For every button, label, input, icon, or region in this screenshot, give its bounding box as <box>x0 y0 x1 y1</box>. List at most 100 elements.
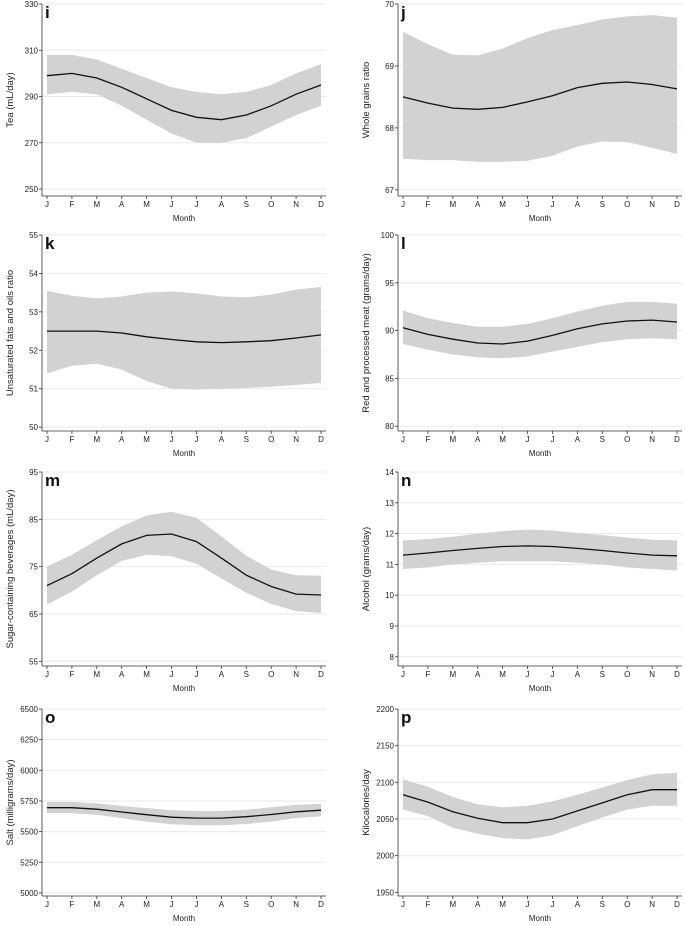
confidence-band <box>403 772 677 840</box>
y-tick-label: 250 <box>25 185 39 194</box>
y-tick-label: 69 <box>385 62 394 71</box>
panel-letter: i <box>45 3 50 22</box>
x-tick-label: A <box>219 435 225 444</box>
x-tick-label: J <box>170 670 174 679</box>
y-tick-label: 8 <box>390 653 395 662</box>
y-tick-label: 330 <box>25 0 39 9</box>
y-axis-title: Alcohol (grams/day) <box>361 527 372 611</box>
x-tick-label: O <box>268 900 274 909</box>
x-tick-label: F <box>425 435 430 444</box>
y-tick-label: 6500 <box>20 705 38 714</box>
confidence-band <box>47 801 321 826</box>
x-tick-label: J <box>45 670 49 679</box>
x-tick-label: J <box>194 435 198 444</box>
x-tick-label: F <box>69 435 74 444</box>
x-tick-label: O <box>624 900 630 909</box>
x-tick-label: M <box>143 435 150 444</box>
y-axis-title: Kilocalories/day <box>361 769 372 836</box>
y-tick-label: 65 <box>29 610 38 619</box>
x-tick-label: S <box>244 200 249 209</box>
x-tick-label: N <box>649 670 655 679</box>
x-tick-label: J <box>170 900 174 909</box>
y-axis-title: Unsaturated fats and oils ratio <box>5 270 16 396</box>
series-line <box>46 72 322 121</box>
y-tick-label: 2050 <box>376 815 394 824</box>
x-tick-label: N <box>293 670 299 679</box>
x-tick-label: A <box>575 200 581 209</box>
y-tick-label: 50 <box>29 423 38 432</box>
x-tick-label: J <box>194 670 198 679</box>
y-tick-label: 13 <box>385 499 394 508</box>
y-tick-label: 12 <box>385 530 394 539</box>
y-tick-label: 9 <box>390 622 395 631</box>
panel-letter: m <box>45 471 60 490</box>
series-line <box>47 807 322 819</box>
y-tick-label: 100 <box>381 231 395 240</box>
x-tick-label: M <box>143 200 150 209</box>
x-tick-label: J <box>401 435 405 444</box>
y-tick-label: 5500 <box>20 828 38 837</box>
x-tick-label: O <box>624 435 630 444</box>
confidence-band <box>403 15 677 162</box>
x-tick-label: J <box>401 670 405 679</box>
chart-panel-j: 67 68 69 70 J F M A M J J A S O N D Month Whole grains ra… <box>361 0 682 223</box>
x-tick-label: D <box>674 900 680 909</box>
y-tick-label: 14 <box>385 468 394 477</box>
y-tick-label: 5250 <box>20 858 38 867</box>
x-tick-label: O <box>268 670 274 679</box>
panel-letter: k <box>45 234 55 253</box>
chart-panel-m: 55 65 75 85 95 J F M A M J J A S O N D Month Sugar-contain… <box>5 468 326 693</box>
x-tick-label: S <box>244 435 249 444</box>
y-tick-label: 75 <box>29 563 38 572</box>
x-tick-label: N <box>293 200 299 209</box>
x-axis-title: Month <box>529 914 551 923</box>
x-tick-label: M <box>93 900 100 909</box>
chart-panel-p: 1950 2000 2050 2100 2150 2200 J F M A M J J A S O N D Mont… <box>361 705 682 923</box>
y-tick-label: 80 <box>385 422 394 431</box>
x-tick-label: A <box>475 670 481 679</box>
series-line <box>402 81 678 110</box>
y-tick-label: 70 <box>385 0 394 9</box>
panel-letter: j <box>400 3 406 22</box>
x-tick-label: F <box>69 900 74 909</box>
y-tick-label: 1950 <box>376 888 394 897</box>
x-tick-label: S <box>600 200 605 209</box>
y-tick-label: 55 <box>29 231 38 240</box>
x-axis-title: Month <box>173 449 195 458</box>
x-tick-label: M <box>449 900 456 909</box>
y-tick-label: 52 <box>29 346 38 355</box>
x-tick-label: D <box>674 670 680 679</box>
x-tick-label: A <box>219 670 225 679</box>
y-axis-title: Sugar-containing beverages (mL/day) <box>5 490 16 649</box>
panel-letter: o <box>45 708 55 727</box>
y-axis-title: Red and processed meat (grams/day) <box>361 253 372 412</box>
x-tick-label: M <box>93 435 100 444</box>
x-tick-label: J <box>170 200 174 209</box>
x-tick-label: M <box>93 670 100 679</box>
x-tick-label: J <box>194 900 198 909</box>
x-tick-label: M <box>499 200 506 209</box>
x-tick-label: O <box>624 200 630 209</box>
x-axis-title: Month <box>173 214 195 223</box>
x-tick-label: N <box>293 900 299 909</box>
x-tick-label: J <box>550 435 554 444</box>
x-tick-label: M <box>143 900 150 909</box>
y-tick-label: 2000 <box>376 852 394 861</box>
y-tick-label: 2100 <box>376 778 394 787</box>
x-tick-label: A <box>475 435 481 444</box>
y-tick-label: 95 <box>385 279 394 288</box>
x-axis-title: Month <box>529 449 551 458</box>
x-tick-label: F <box>425 900 430 909</box>
confidence-band <box>47 54 321 143</box>
chart-panel-n: 8 9 10 11 12 13 14 J F M A M J J A S O N D Month Alcohol (gr… <box>361 468 682 693</box>
x-tick-label: F <box>69 200 74 209</box>
x-tick-label: O <box>624 670 630 679</box>
panel-letter: n <box>401 471 411 490</box>
x-tick-label: M <box>449 200 456 209</box>
x-tick-label: J <box>194 200 198 209</box>
confidence-band <box>47 286 321 390</box>
x-tick-label: J <box>526 200 530 209</box>
x-tick-label: J <box>550 900 554 909</box>
series-line <box>402 319 678 345</box>
x-tick-label: N <box>293 435 299 444</box>
